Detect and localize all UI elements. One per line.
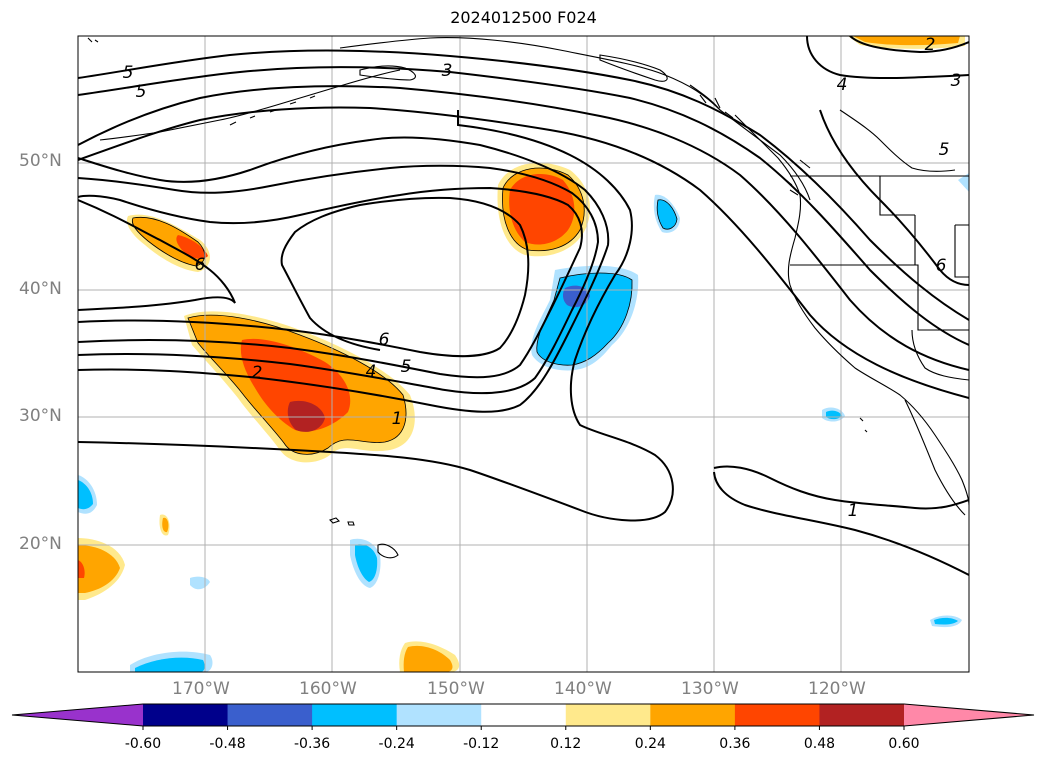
- contour-label-1a: 1: [392, 409, 403, 429]
- contour-label-5c: 5: [939, 140, 950, 160]
- anomaly-outlines: [131, 167, 678, 455]
- colorbar-tick-label: -0.36: [293, 736, 331, 752]
- colorbar-tick-label: 0.48: [803, 736, 836, 752]
- lon-label-120w: 120°W: [808, 679, 866, 699]
- lat-label-40n: 40°N: [19, 279, 62, 299]
- colorbar-tick-label: 0.36: [719, 736, 751, 752]
- contour-label-4b: 4: [366, 362, 377, 382]
- plot-border: [77, 35, 970, 673]
- lat-label-20n: 20°N: [19, 534, 62, 554]
- lon-label-150w: 150°W: [427, 679, 485, 699]
- contour-label-4a: 4: [837, 75, 848, 95]
- lat-label-30n: 30°N: [19, 406, 62, 426]
- contour-label-1b: 1: [848, 501, 859, 521]
- contour-label-6c: 6: [379, 330, 390, 350]
- colorbar-tick-label: 0.60: [888, 736, 920, 752]
- contour-label-5d: 5: [401, 357, 412, 377]
- colorbar-tick-label: -0.24: [378, 736, 415, 752]
- lon-label-170w: 170°W: [172, 679, 230, 699]
- lon-label-140w: 140°W: [554, 679, 612, 699]
- colorbar-tick-label: -0.12: [463, 736, 500, 752]
- colorbar: [11, 703, 1035, 727]
- lon-label-130w: 130°W: [681, 679, 739, 699]
- map-title: 2024012500 F024: [450, 8, 597, 27]
- colorbar-tick-label: 0.12: [550, 736, 582, 752]
- colorbar-extend-min: [12, 704, 143, 726]
- contour-label-2b: 2: [252, 363, 263, 383]
- contour-label-6b: 6: [936, 256, 947, 276]
- colorbar-segment: [481, 704, 567, 726]
- colorbar-segment: [396, 704, 482, 726]
- colorbar-segment: [143, 704, 229, 726]
- colorbar-tick-label: -0.48: [209, 736, 246, 752]
- contour-label-3b: 3: [951, 71, 962, 91]
- colorbar-segment: [819, 704, 905, 726]
- contour-lines: [78, 36, 969, 576]
- colorbar-segment: [734, 704, 820, 726]
- lat-label-50n: 50°N: [19, 151, 62, 171]
- colorbar-segment: [312, 704, 398, 726]
- contour-labels: 5 5 3 2 3 4 5 6 6 6 5 4 2 1 1: [123, 35, 962, 521]
- colorbar-segment: [650, 704, 736, 726]
- contour-label-5a: 5: [123, 63, 134, 83]
- contour-label-5b: 5: [136, 82, 147, 102]
- colorbar-ticks: [142, 726, 905, 730]
- colorbar-segment: [565, 704, 651, 726]
- colorbar-tick-label: 0.24: [634, 736, 666, 752]
- contour-label-6a: 6: [195, 255, 206, 275]
- colorbar-tick-label: -0.60: [124, 736, 162, 752]
- colorbar-extend-max: [904, 704, 1034, 726]
- gridlines: [78, 36, 969, 672]
- colorbar-segment: [227, 704, 313, 726]
- contour-label-3a: 3: [442, 61, 453, 81]
- shaded-anomalies: [78, 36, 969, 672]
- contour-label-2a: 2: [925, 35, 936, 55]
- lon-label-160w: 160°W: [299, 679, 357, 699]
